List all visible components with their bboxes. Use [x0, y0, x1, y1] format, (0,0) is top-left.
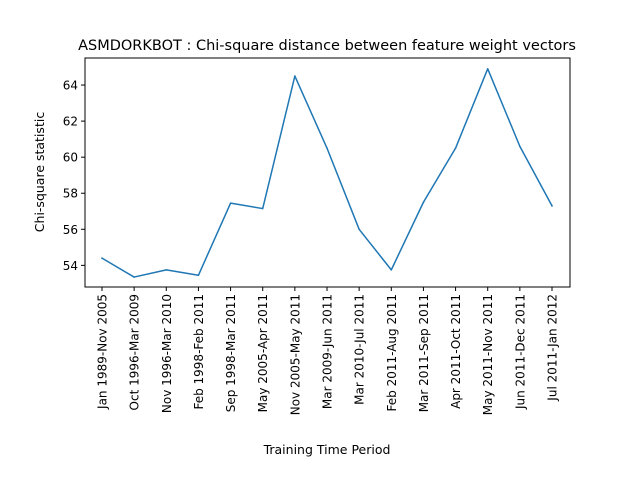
- x-tick-label: Mar 2010-Jul 2011: [353, 294, 367, 405]
- x-tick-label: Jan 1989-Nov 2005: [96, 294, 110, 410]
- y-tick-label: 58: [63, 187, 78, 201]
- y-tick-label: 62: [63, 115, 78, 129]
- data-point: [422, 201, 425, 204]
- data-point: [551, 205, 553, 207]
- data-point: [390, 269, 393, 271]
- x-tick-label: May 2005-Apr 2011: [256, 294, 270, 412]
- data-point: [133, 276, 135, 278]
- x-tick-label: Oct 1996-Mar 2009: [128, 294, 142, 410]
- y-axis-label: Chi-square statistic: [32, 112, 47, 233]
- x-tick-label: Apr 2011-Oct 2011: [449, 294, 463, 409]
- x-tick-label: Jun 2011-Dec 2011: [513, 294, 527, 410]
- x-axis: Jan 1989-Nov 2005 Oct 1996-Mar 2009 Nov 19…: [96, 287, 560, 415]
- data-point: [294, 75, 296, 77]
- y-tick-label: 60: [63, 151, 78, 165]
- series-group: [100, 68, 554, 278]
- data-point: [519, 145, 521, 148]
- data-point: [326, 147, 328, 149]
- y-tick-label: 54: [63, 259, 78, 273]
- x-tick-label: Feb 1998-Feb 2011: [192, 294, 206, 410]
- data-point: [454, 147, 457, 149]
- y-axis: 54 56 58 60 62 64: [63, 79, 85, 273]
- x-tick-label: Mar 2011-Sep 2011: [417, 294, 431, 412]
- x-tick-label: Nov 1996-Mar 2010: [160, 294, 174, 413]
- chart-title: ASMDORKBOT : Chi-square distance between…: [78, 38, 576, 54]
- x-tick-label: Feb 2011-Aug 2011: [385, 294, 399, 411]
- x-axis-label: Training Time Period: [263, 442, 391, 457]
- data-point: [486, 68, 489, 70]
- y-tick-label: 56: [63, 223, 78, 237]
- x-tick-label: Mar 2009-Jun 2011: [321, 294, 335, 409]
- x-tick-label: Sep 1998-Mar 2011: [224, 294, 238, 412]
- data-point: [101, 257, 103, 259]
- data-point: [197, 274, 200, 277]
- data-point: [165, 269, 168, 271]
- data-point: [358, 228, 360, 231]
- x-tick-label: Jul 2011-Jan 2012: [546, 294, 560, 402]
- data-point: [229, 202, 232, 204]
- x-tick-label: May 2011-Nov 2011: [481, 294, 495, 415]
- x-tick-label: Nov 2005-May 2011: [288, 294, 302, 415]
- data-point: [261, 207, 264, 210]
- y-tick-label: 64: [63, 79, 78, 93]
